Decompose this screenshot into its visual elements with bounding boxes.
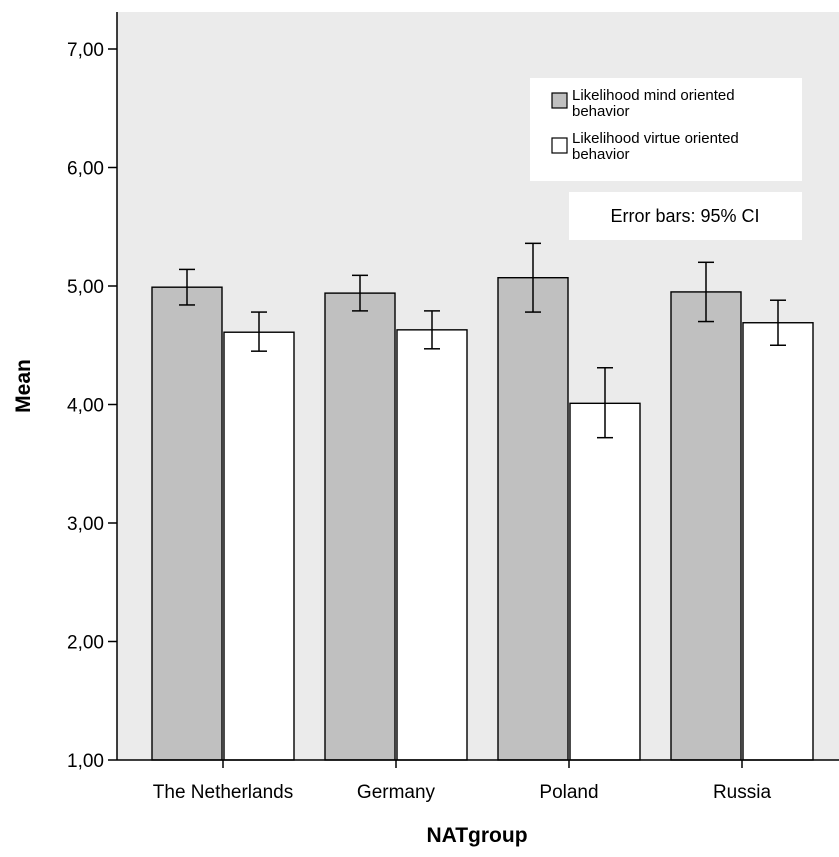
y-tick-label: 1,00 [67,751,104,772]
bar-virtue [223,331,295,761]
bar-mind [151,286,223,761]
y-tick-label: 5,00 [67,277,104,298]
legend-swatch-mind [551,92,568,109]
y-tick-label: 2,00 [67,633,104,654]
x-category-label: Germany [357,782,436,803]
legend-label-mind-line2: behavior [572,103,630,120]
error-bar-note-text: Error bars: 95% CI [610,206,759,226]
bar-virtue [396,329,468,761]
error-bar-note-box [569,192,802,240]
legend-label-virtue-line2: behavior [572,146,630,163]
bar-virtue [569,402,641,761]
legend-label-virtue-line1: Likelihood virtue oriented [572,130,739,147]
legend-box [530,78,802,181]
y-axis-title: Mean [12,359,35,413]
x-category-label: Poland [539,782,598,803]
legend: Likelihood mind oriented behavior Likeli… [530,78,802,181]
bar-mind [324,292,396,761]
bar-mind [497,277,569,761]
y-tick-label: 3,00 [67,514,104,535]
y-tick-label: 4,00 [67,396,104,417]
bar-mind [670,291,742,761]
legend-swatch-virtue [551,137,568,154]
y-tick-label: 7,00 [67,40,104,61]
legend-label-mind-line1: Likelihood mind oriented [572,87,735,104]
x-axis-title: NATgroup [426,824,527,847]
error-bar-note: Error bars: 95% CI [569,192,802,240]
y-tick-label: 6,00 [67,159,104,180]
x-category-label: The Netherlands [153,782,293,803]
x-category-label: Russia [713,782,772,803]
bar-virtue [742,322,814,761]
